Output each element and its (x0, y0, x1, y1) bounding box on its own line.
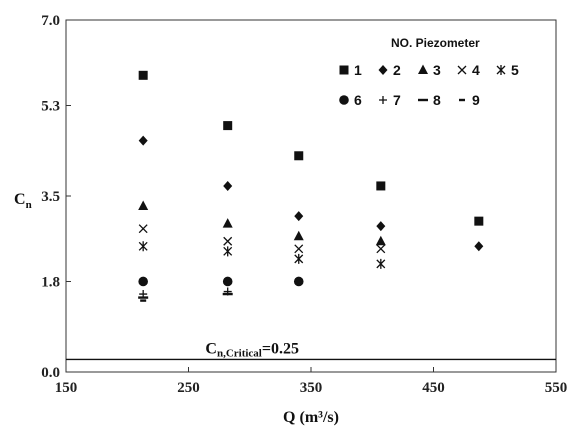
data-point-series-1 (376, 181, 386, 191)
legend-marker-8 (418, 98, 428, 102)
y-tick-label: 1.8 (41, 274, 60, 290)
axis-titles: Q (m³/s) Cn (14, 191, 339, 426)
data-point-series-4 (223, 236, 233, 246)
data-point-series-4 (138, 224, 148, 234)
x-tick-label: 350 (300, 380, 323, 396)
data-point-series-4 (294, 244, 304, 254)
axis-ticks: 0.0 1.8 3.5 5.3 7.0 150 250 350 450 550 (41, 13, 567, 396)
data-point-series-6 (293, 276, 304, 287)
data-point-series-5 (294, 253, 304, 264)
legend-marker-3 (418, 64, 428, 74)
x-tick-label: 550 (545, 380, 568, 396)
data-point-series-2 (223, 180, 233, 191)
data-point-series-2 (376, 221, 386, 232)
data-point-series-2 (474, 241, 484, 252)
legend-marker-9 (459, 98, 465, 102)
legend-marker-6 (339, 95, 349, 105)
x-axis-title: Q (m³/s) (283, 409, 339, 426)
legend-label-2: 2 (393, 62, 401, 78)
legend-label-4: 4 (472, 62, 480, 78)
data-point-series-3 (138, 200, 149, 211)
data-point-series-8 (138, 296, 149, 299)
y-tick-label: 3.5 (41, 189, 60, 205)
y-tick-label: 0.0 (41, 365, 60, 381)
legend-marker-4 (457, 65, 467, 75)
x-tick-label: 250 (177, 380, 200, 396)
data-point-series-1 (138, 70, 148, 80)
x-tick-label: 150 (55, 380, 78, 396)
legend-title: NO. Piezometer (391, 36, 480, 50)
data-point-series-3 (222, 218, 233, 228)
data-point-series-4 (376, 244, 386, 254)
legend-label-6: 6 (354, 92, 362, 108)
critical-line-label: Cn,Critical=0.25 (205, 340, 299, 359)
data-point-series-5 (223, 246, 233, 257)
data-point-series-3 (293, 230, 304, 241)
y-tick-label: 5.3 (41, 98, 60, 114)
legend-marker-2 (378, 65, 388, 75)
legend-label-7: 7 (393, 92, 401, 108)
legend-label-3: 3 (433, 62, 441, 78)
critical-line: Cn,Critical=0.25 (66, 340, 556, 361)
legend-marker-1 (339, 65, 349, 75)
y-tick-label: 7.0 (41, 13, 60, 29)
data-point-series-2 (138, 135, 148, 146)
legend-label-8: 8 (433, 92, 441, 108)
legend-label-5: 5 (511, 62, 519, 78)
data-point-series-5 (376, 258, 386, 269)
data-point-series-6 (138, 276, 148, 287)
data-point-series-8 (222, 292, 233, 296)
legend-label-1: 1 (354, 62, 362, 78)
legend-marker-7 (379, 96, 387, 104)
data-point-series-5 (138, 241, 148, 252)
y-axis-title: Cn (14, 191, 32, 211)
data-point-series-6 (222, 276, 233, 287)
data-point-series-1 (474, 216, 484, 226)
data-points (138, 70, 484, 302)
legend-label-9: 9 (472, 92, 480, 108)
legend-marker-5 (496, 65, 506, 75)
data-point-series-2 (294, 211, 304, 222)
data-point-series-9 (140, 299, 147, 302)
legend: NO. Piezometer 1 2 3 4 5 6 7 8 9 (339, 36, 519, 108)
x-tick-label: 450 (422, 380, 445, 396)
data-point-series-1 (223, 121, 233, 131)
data-point-series-1 (294, 151, 304, 161)
data-point-series-3 (375, 235, 386, 246)
